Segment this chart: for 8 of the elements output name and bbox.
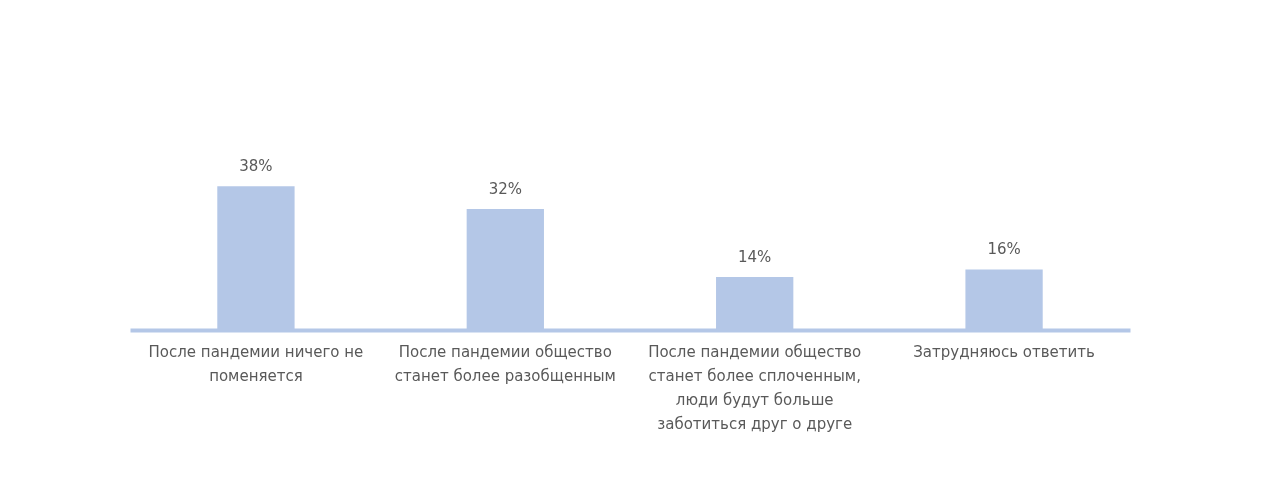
x-tick-label: Затрудняюсь ответить (913, 342, 1095, 361)
x-tick-label: После пандемии общество станет более сплоченным, люди будут больше заботиться друг о друге (648, 342, 862, 433)
data-label: 16% (987, 240, 1021, 259)
x-tick-label: После пандемии ничего не поменяется (148, 342, 364, 385)
data-label: 14% (738, 248, 772, 267)
data-label: 38% (239, 157, 273, 176)
data-label: 32% (488, 179, 522, 198)
x-tick-label: После пандемии общество станет более разобщенным (394, 342, 616, 385)
